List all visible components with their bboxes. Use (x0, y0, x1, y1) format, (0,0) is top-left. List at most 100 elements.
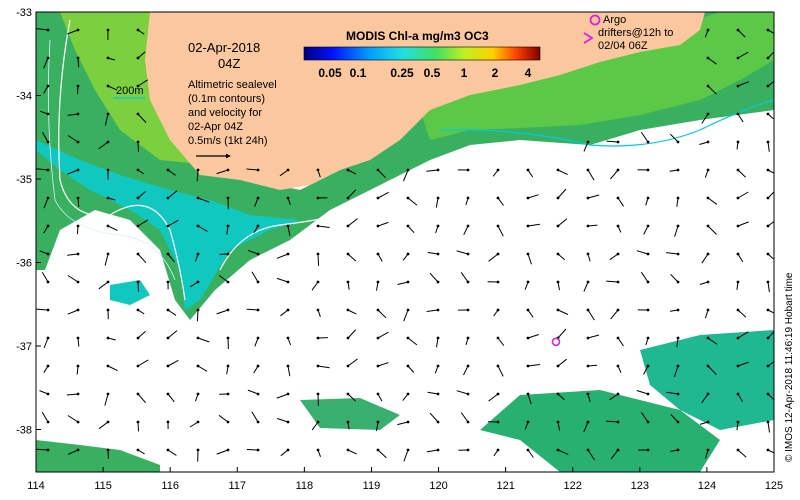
x-axis: 114 115 116 117 118 119 120 121 122 123 124 125 (27, 467, 783, 492)
velocity-arrow (699, 141, 709, 145)
velocity-arrow-base (406, 448, 410, 452)
velocity-arrow-base (286, 308, 290, 312)
velocity-arrow (41, 411, 49, 423)
velocity-arrow-base (316, 392, 320, 396)
velocity-arrow-base (676, 392, 680, 396)
velocity-arrow-base (346, 224, 350, 228)
velocity-arrow (67, 253, 79, 256)
velocity-arrow-base (136, 420, 140, 424)
velocity-arrow (246, 308, 259, 311)
velocity-arrow (557, 188, 567, 199)
velocity-arrow-base (106, 336, 110, 340)
velocity-arrow (527, 449, 534, 458)
velocity-arrow (376, 281, 379, 291)
velocity-arrow-base (766, 196, 770, 200)
velocity-arrow-base (226, 364, 230, 368)
velocity-arrow (280, 449, 289, 457)
velocity-arrow-base (766, 420, 770, 424)
velocity-arrow (377, 309, 387, 319)
velocity-arrow (167, 330, 178, 339)
velocity-arrow-base (766, 280, 770, 284)
velocity-arrow (767, 449, 774, 454)
velocity-arrow (527, 223, 540, 227)
velocity-arrow-base (526, 420, 530, 424)
velocity-arrow (610, 169, 619, 180)
velocity-arrow-base (496, 252, 500, 256)
altimetry-note-line-4: 02-Apr 04Z (188, 121, 243, 133)
velocity-arrow (67, 169, 79, 175)
velocity-arrow (403, 169, 409, 182)
velocity-arrow-base (766, 224, 770, 228)
velocity-arrow-base (166, 308, 170, 312)
velocity-arrow-base (526, 448, 530, 452)
plot-frame (35, 11, 775, 473)
velocity-arrow-base (346, 364, 350, 368)
velocity-arrow (737, 169, 746, 178)
velocity-arrow (463, 225, 469, 236)
x-axis-tick-label: 117 (228, 480, 246, 492)
velocity-arrow (587, 309, 595, 321)
velocity-arrow-base (706, 224, 710, 228)
velocity-arrow-base (136, 448, 140, 452)
velocity-arrow (276, 393, 289, 399)
velocity-arrow-base (376, 420, 380, 424)
velocity-arrow (311, 421, 319, 431)
velocity-arrow-base (196, 252, 200, 256)
velocity-arrow-base (166, 392, 170, 396)
velocity-arrow (377, 221, 389, 227)
velocity-arrow (737, 29, 746, 38)
velocity-arrow-base (676, 224, 680, 228)
imos-credit: © IMOS 12-Apr-2018 11:46:19 Hobart time (784, 272, 795, 462)
velocity-arrow-base (46, 56, 50, 60)
velocity-arrow-base (406, 364, 410, 368)
velocity-arrow (707, 225, 717, 235)
velocity-arrow-base (496, 308, 500, 312)
velocity-arrow-base (496, 448, 500, 452)
velocity-arrow-base (256, 392, 260, 396)
velocity-arrow (67, 309, 79, 315)
velocity-arrow-base (166, 168, 170, 172)
velocity-arrow (767, 169, 774, 174)
velocity-arrow (699, 281, 709, 285)
velocity-arrow-base (76, 336, 80, 340)
velocity-arrow-base (436, 364, 440, 368)
velocity-arrow (347, 309, 357, 315)
velocity-arrow-base (256, 420, 260, 424)
velocity-arrow (36, 168, 49, 171)
velocity-arrow-base (46, 224, 50, 228)
velocity-arrow-base (136, 392, 140, 396)
velocity-arrow (397, 421, 409, 426)
velocity-arrow (167, 359, 179, 367)
velocity-arrow (347, 358, 358, 367)
velocity-arrow-base (646, 280, 650, 284)
velocity-arrows (36, 28, 774, 462)
velocity-arrow (606, 420, 619, 423)
velocity-arrow-base (76, 448, 80, 452)
velocity-arrow (104, 393, 109, 406)
y-axis-tick-label: -34 (16, 91, 32, 103)
velocity-arrow (189, 421, 199, 428)
velocity-arrow (43, 85, 49, 94)
velocity-arrow (527, 194, 539, 199)
velocity-arrow (676, 197, 679, 207)
velocity-arrow-base (646, 448, 650, 452)
velocity-arrow-base (706, 252, 710, 256)
velocity-arrow (218, 414, 229, 423)
velocity-arrow (704, 309, 709, 319)
argo-float-marker (551, 337, 561, 347)
velocity-arrow (737, 331, 749, 339)
velocity-arrow (77, 197, 80, 207)
velocity-arrow-base (196, 448, 200, 452)
velocity-arrow-base (466, 336, 470, 340)
velocity-arrow-base (526, 392, 530, 396)
velocity-arrow (347, 218, 358, 227)
velocity-arrow-base (436, 392, 440, 396)
velocity-arrow-base (556, 224, 560, 228)
velocity-arrow-base (106, 280, 110, 284)
velocity-arrow-base (166, 252, 170, 256)
velocity-arrow (137, 330, 146, 339)
velocity-arrow-base (256, 280, 260, 284)
velocity-arrow (737, 361, 749, 367)
velocity-arrow-base (496, 196, 500, 200)
velocity-arrow (527, 253, 532, 265)
